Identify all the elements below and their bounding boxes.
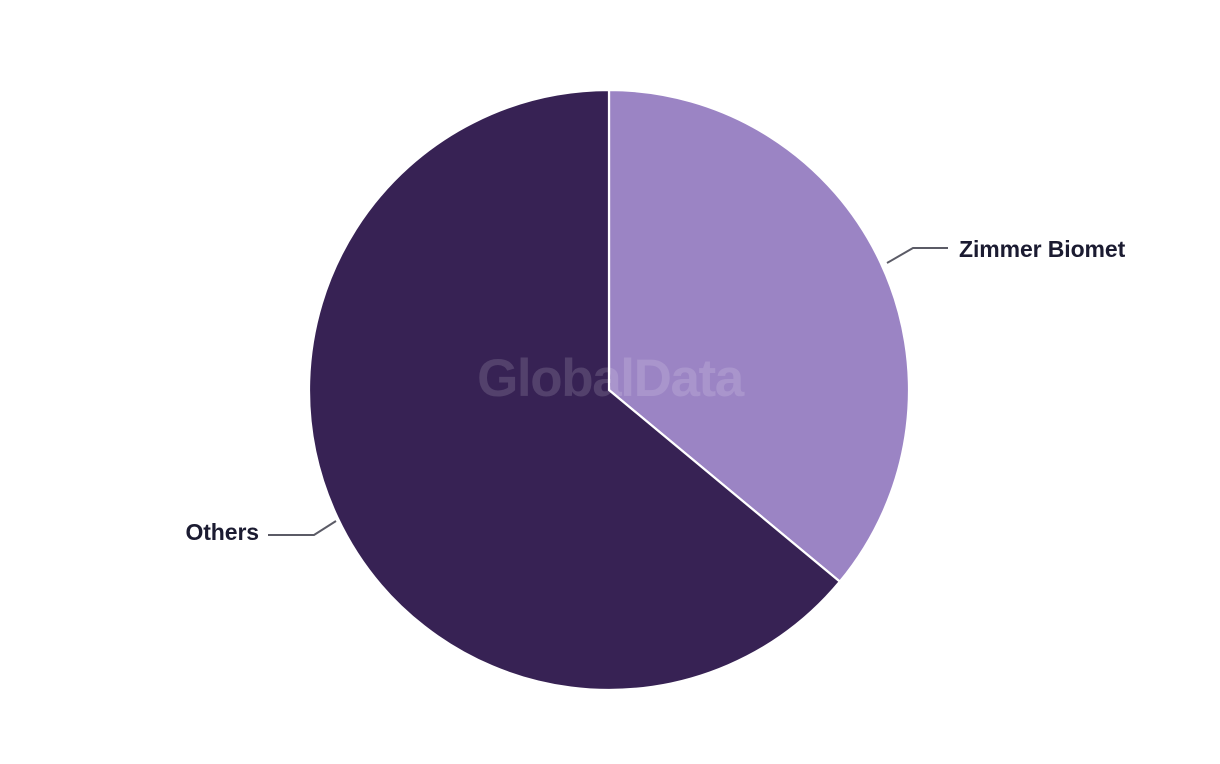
leader-line-others	[268, 520, 337, 536]
leader-line-zimmer-biomet	[886, 247, 948, 264]
pie-label-zimmer-biomet: Zimmer Biomet	[959, 236, 1126, 262]
pie-label-others: Others	[185, 519, 259, 545]
pie-slice-others[interactable]	[307, 88, 841, 692]
pie-slice-zimmer-biomet[interactable]	[607, 88, 911, 583]
